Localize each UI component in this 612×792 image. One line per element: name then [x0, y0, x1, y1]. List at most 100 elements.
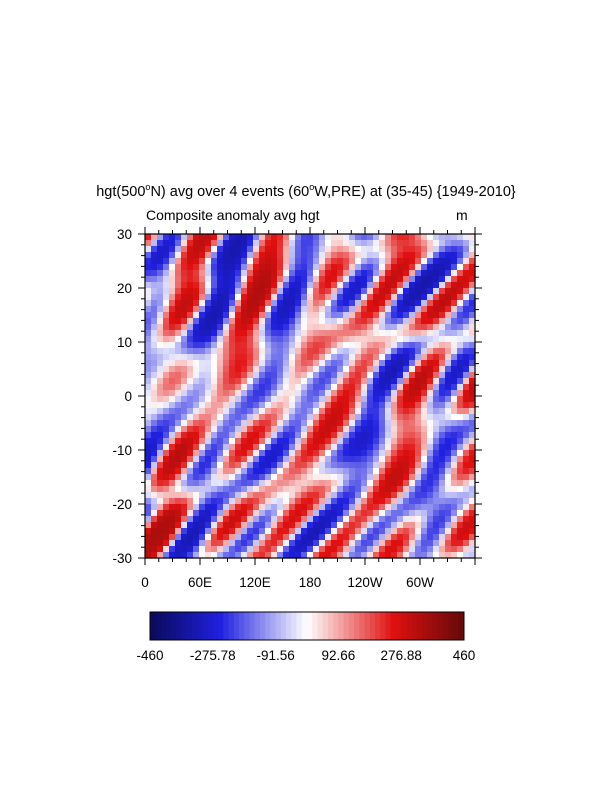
heatmap-cell: [463, 528, 470, 535]
heatmap-cell: [199, 396, 206, 403]
heatmap-cell: [289, 300, 296, 307]
heatmap-cell: [265, 360, 272, 367]
heatmap-cell: [247, 552, 254, 559]
heatmap-cell: [301, 528, 308, 535]
colorbar-swatch: [385, 612, 392, 640]
heatmap-cell: [343, 552, 350, 559]
heatmap-cell: [217, 552, 224, 559]
heatmap-cell: [373, 498, 380, 505]
heatmap-cell: [205, 246, 212, 253]
heatmap-cell: [169, 366, 176, 373]
heatmap-cell: [211, 516, 218, 523]
heatmap-cell: [181, 282, 188, 289]
heatmap-cell: [325, 510, 332, 517]
heatmap-cell: [337, 312, 344, 319]
heatmap-cell: [325, 414, 332, 421]
heatmap-cell: [361, 258, 368, 265]
heatmap-cell: [289, 468, 296, 475]
heatmap-cell: [337, 390, 344, 397]
heatmap-cell: [361, 294, 368, 301]
heatmap-cell: [457, 246, 464, 253]
heatmap-cell: [445, 234, 452, 241]
heatmap-cell: [307, 378, 314, 385]
heatmap-cell: [313, 324, 320, 331]
heatmap-cell: [457, 306, 464, 313]
heatmap-cell: [259, 384, 266, 391]
heatmap-cell: [289, 348, 296, 355]
heatmap-cell: [223, 318, 230, 325]
heatmap-cell: [241, 480, 248, 487]
heatmap-cell: [289, 366, 296, 373]
heatmap-cell: [397, 330, 404, 337]
heatmap-cell: [349, 396, 356, 403]
heatmap-cell: [295, 360, 302, 367]
heatmap-cell: [217, 312, 224, 319]
heatmap-cell: [217, 474, 224, 481]
heatmap-cell: [241, 270, 248, 277]
heatmap-cell: [229, 456, 236, 463]
heatmap-cell: [421, 528, 428, 535]
heatmap-cell: [217, 534, 224, 541]
heatmap-cell: [271, 426, 278, 433]
x-tick-label: 60E: [188, 575, 212, 590]
heatmap-cell: [301, 498, 308, 505]
heatmap-cell: [277, 258, 284, 265]
heatmap-cell: [175, 450, 182, 457]
heatmap-cell: [283, 258, 290, 265]
heatmap-cell: [187, 504, 194, 511]
heatmap-cell: [367, 384, 374, 391]
heatmap-cell: [205, 360, 212, 367]
heatmap-cell: [235, 354, 242, 361]
colorbar-swatch: [401, 612, 407, 640]
heatmap-cell: [169, 276, 176, 283]
heatmap-cell: [151, 498, 158, 505]
heatmap-cell: [223, 420, 230, 427]
heatmap-cell: [193, 306, 200, 313]
heatmap-cell: [385, 522, 392, 529]
heatmap-cell: [367, 402, 374, 409]
heatmap-cell: [325, 516, 332, 523]
heatmap-cell: [421, 306, 428, 313]
heatmap-cell: [253, 342, 260, 349]
heatmap-cell: [379, 504, 386, 511]
heatmap-cell: [193, 402, 200, 409]
heatmap-cell: [331, 336, 338, 343]
heatmap-cell: [439, 444, 446, 451]
heatmap-cell: [157, 306, 164, 313]
heatmap-cell: [181, 348, 188, 355]
heatmap-cell: [229, 360, 236, 367]
heatmap-cell: [403, 240, 410, 247]
heatmap-cell: [151, 528, 158, 535]
heatmap-cell: [151, 378, 158, 385]
heatmap-cell: [439, 360, 446, 367]
heatmap-cell: [385, 258, 392, 265]
heatmap-cell: [247, 492, 254, 499]
heatmap-cell: [427, 384, 434, 391]
heatmap-cell: [337, 342, 344, 349]
heatmap-cell: [157, 402, 164, 409]
heatmap-cell: [397, 408, 404, 415]
heatmap-cell: [283, 354, 290, 361]
heatmap-cell: [367, 372, 374, 379]
heatmap-cell: [349, 234, 356, 241]
heatmap-cell: [181, 324, 188, 331]
heatmap-cell: [385, 402, 392, 409]
heatmap-cell: [361, 492, 368, 499]
heatmap-cell: [451, 510, 458, 517]
heatmap-cell: [283, 402, 290, 409]
heatmap-cell: [355, 468, 362, 475]
heatmap-cell: [295, 306, 302, 313]
heatmap-cell: [157, 384, 164, 391]
heatmap-cell: [271, 540, 278, 547]
heatmap-cell: [235, 396, 242, 403]
heatmap-cell: [319, 234, 326, 241]
heatmap-cell: [445, 342, 452, 349]
heatmap-cell: [181, 342, 188, 349]
heatmap-cell: [421, 504, 428, 511]
heatmap-cell: [469, 516, 476, 523]
heatmap-cell: [181, 462, 188, 469]
heatmap-cell: [151, 480, 158, 487]
heatmap-cell: [301, 438, 308, 445]
heatmap-cell: [253, 300, 260, 307]
heatmap-cell: [241, 330, 248, 337]
